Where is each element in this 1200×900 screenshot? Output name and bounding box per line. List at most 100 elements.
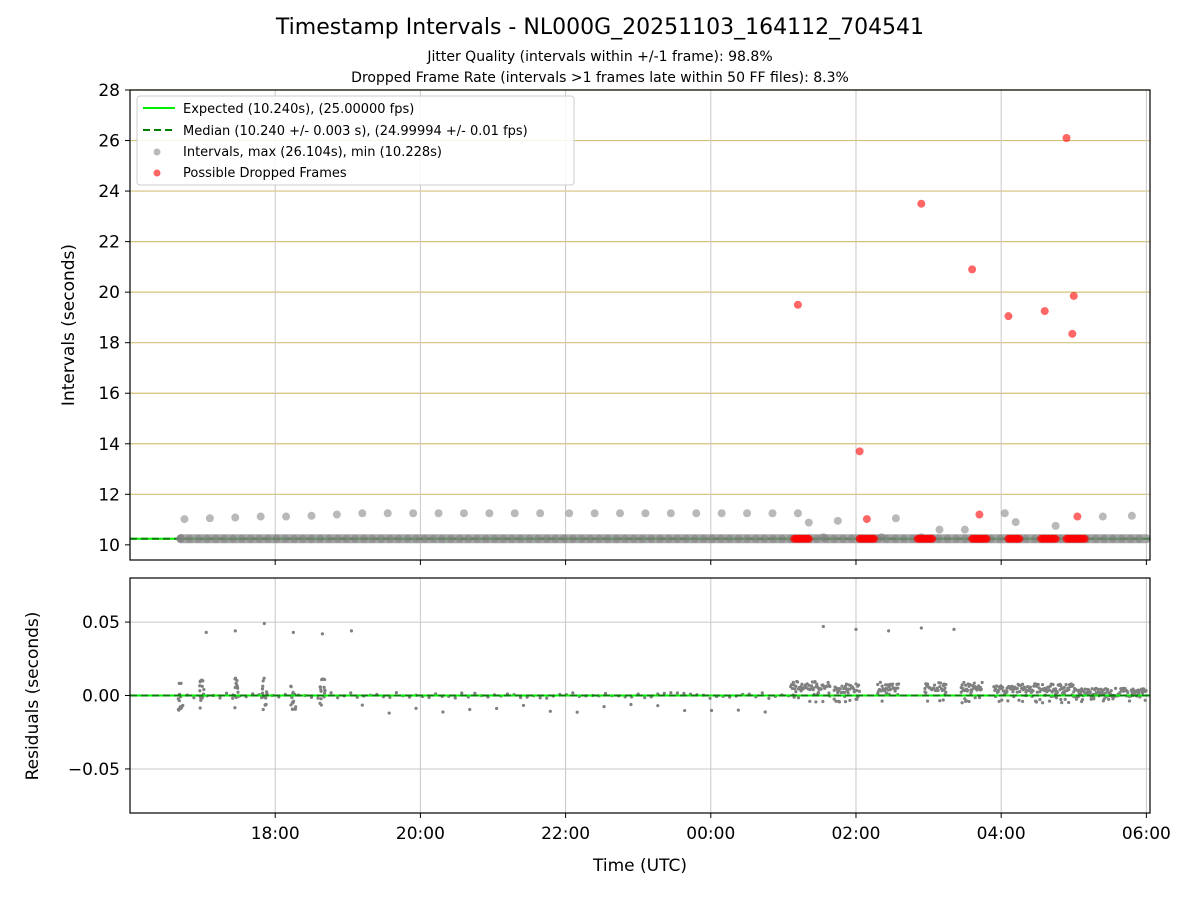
interval-point xyxy=(282,512,291,521)
interval-point xyxy=(899,534,908,543)
residual-point xyxy=(682,691,686,695)
residual-point xyxy=(939,681,943,685)
residual-point xyxy=(1064,682,1068,687)
legend-dropped-swatch xyxy=(153,169,161,177)
dropped-frame-rate-subtitle: Dropped Frame Rate (intervals >1 frames … xyxy=(351,70,849,86)
residual-point xyxy=(538,696,542,700)
interval-point xyxy=(464,534,473,543)
dropped-frame-point xyxy=(1062,134,1071,143)
interval-point xyxy=(342,534,351,543)
residual-point xyxy=(394,691,399,695)
residual-point xyxy=(793,687,797,691)
residual-point xyxy=(962,680,966,685)
intervals-frame xyxy=(129,89,1151,561)
residual-point xyxy=(838,687,842,691)
residual-point xyxy=(1059,697,1063,702)
residual-point xyxy=(387,711,391,715)
interval-point xyxy=(734,534,743,543)
legend-expected-label: Expected (10.240s), (25.00000 fps) xyxy=(183,102,414,117)
residual-point xyxy=(1015,690,1019,694)
interval-point xyxy=(324,534,333,543)
residual-point xyxy=(603,691,608,696)
residual-point xyxy=(846,691,850,695)
dropped-frame-point xyxy=(1069,291,1078,300)
interval-point xyxy=(768,509,777,518)
residual-point xyxy=(178,705,182,709)
residual-point xyxy=(1071,683,1075,687)
residual-point xyxy=(970,684,975,688)
residual-point xyxy=(1017,698,1021,702)
residual-point xyxy=(262,676,266,680)
interval-point xyxy=(629,534,638,543)
residual-point xyxy=(233,706,237,710)
residual-point xyxy=(944,690,948,694)
dropped-frame-points xyxy=(790,134,1089,543)
interval-point xyxy=(316,534,325,543)
residual-point xyxy=(264,702,268,707)
residual-point xyxy=(943,686,947,690)
residual-point xyxy=(800,682,804,686)
dropped-frame-point xyxy=(1004,312,1013,321)
residual-point xyxy=(938,685,942,689)
interval-point xyxy=(594,534,603,543)
residual-point xyxy=(856,683,861,687)
legend-intervals-swatch xyxy=(153,148,161,156)
interval-point xyxy=(743,509,752,518)
residual-point xyxy=(848,698,852,702)
residual-point xyxy=(896,686,900,690)
residual-point xyxy=(814,700,818,704)
residual-point xyxy=(548,709,552,713)
residual-point xyxy=(932,686,936,690)
residual-point xyxy=(807,683,811,687)
residual-point xyxy=(236,690,240,694)
residual-point xyxy=(198,679,202,683)
residual-point xyxy=(1034,700,1039,704)
residual-point xyxy=(1040,701,1045,705)
interval-point xyxy=(185,534,194,543)
residual-point xyxy=(1015,686,1019,691)
residual-point xyxy=(224,691,229,695)
intervals-y-tick-label: 24 xyxy=(98,182,120,202)
residual-point xyxy=(834,699,838,703)
residual-point xyxy=(177,708,181,712)
interval-point xyxy=(246,534,255,543)
interval-point xyxy=(717,509,726,518)
interval-point xyxy=(1091,534,1100,543)
interval-point xyxy=(459,509,468,518)
residual-point xyxy=(1020,682,1025,686)
residual-point xyxy=(837,700,842,704)
residual-point xyxy=(1072,690,1076,694)
residual-point xyxy=(218,696,222,700)
residual-point xyxy=(316,696,320,700)
residuals-x-ticks: 18:00 20:00 22:00 00:00 02:00 04:00 06:00 xyxy=(251,813,1171,844)
residual-point xyxy=(1143,698,1147,702)
residual-point xyxy=(840,684,844,688)
residual-point xyxy=(1113,686,1118,690)
interval-point xyxy=(812,534,821,543)
residual-point xyxy=(323,688,327,693)
residual-point xyxy=(575,710,579,714)
residual-point xyxy=(1105,690,1109,694)
residual-point xyxy=(294,705,298,709)
residual-point xyxy=(1006,699,1010,703)
residual-point xyxy=(796,680,800,684)
interval-point xyxy=(438,534,447,543)
interval-point xyxy=(434,509,443,518)
interval-point xyxy=(1100,534,1109,543)
residuals-y-tick-label: 0.00 xyxy=(82,687,120,707)
intervals-y-tick-label: 20 xyxy=(98,283,120,303)
residual-point xyxy=(198,706,202,710)
residual-point xyxy=(177,699,181,703)
residual-point xyxy=(794,690,798,694)
residual-point xyxy=(994,684,999,688)
interval-point xyxy=(351,534,360,543)
interval-point xyxy=(263,534,272,543)
interval-point xyxy=(935,525,944,534)
interval-point xyxy=(1000,509,1009,518)
residual-point xyxy=(827,691,831,695)
residual-point xyxy=(388,695,392,700)
interval-point xyxy=(516,534,525,543)
residual-point xyxy=(884,691,889,695)
residual-point xyxy=(1096,687,1100,692)
residual-point xyxy=(1100,691,1104,695)
